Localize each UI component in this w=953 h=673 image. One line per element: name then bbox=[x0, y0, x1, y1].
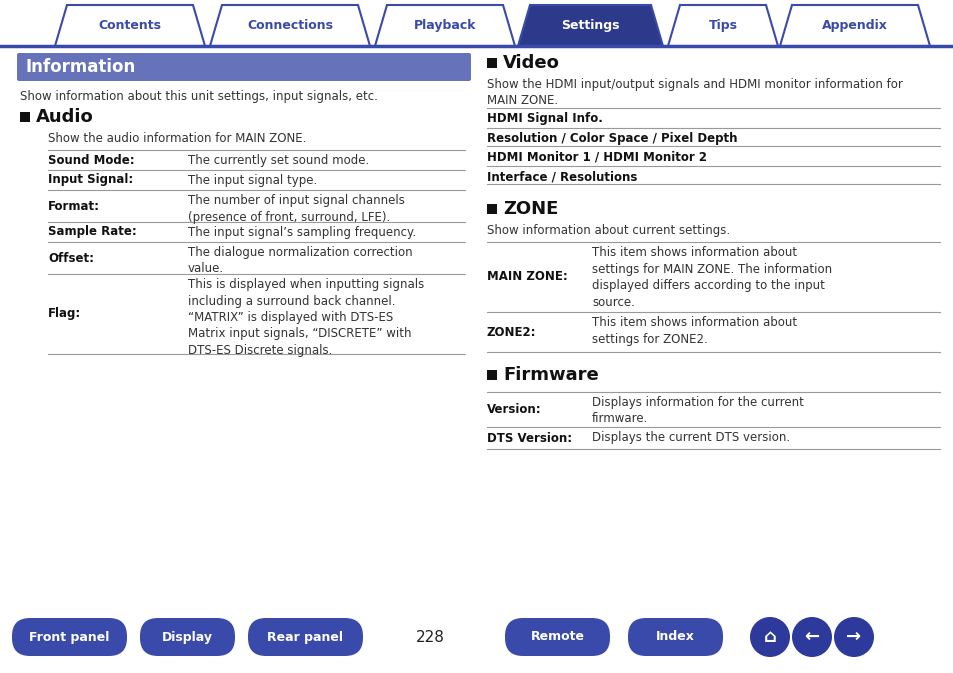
Text: Playback: Playback bbox=[414, 19, 476, 32]
Text: Display: Display bbox=[162, 631, 213, 643]
Text: HDMI Monitor 1 / HDMI Monitor 2: HDMI Monitor 1 / HDMI Monitor 2 bbox=[486, 150, 706, 163]
Polygon shape bbox=[780, 5, 929, 46]
Bar bbox=[486, 370, 497, 380]
Text: The number of input signal channels
(presence of front, surround, LFE).: The number of input signal channels (pre… bbox=[188, 194, 404, 223]
Text: The dialogue normalization correction
value.: The dialogue normalization correction va… bbox=[188, 246, 413, 275]
Text: ZONE2:: ZONE2: bbox=[486, 326, 536, 339]
Circle shape bbox=[833, 617, 873, 657]
FancyBboxPatch shape bbox=[140, 618, 234, 656]
Text: Appendix: Appendix bbox=[821, 19, 887, 32]
Text: Format:: Format: bbox=[48, 199, 100, 213]
Text: This item shows information about
settings for MAIN ZONE. The information
displa: This item shows information about settin… bbox=[592, 246, 831, 308]
Text: HDMI Signal Info.: HDMI Signal Info. bbox=[486, 112, 602, 125]
Text: Resolution / Color Space / Pixel Depth: Resolution / Color Space / Pixel Depth bbox=[486, 132, 737, 145]
Text: MAIN ZONE:: MAIN ZONE: bbox=[486, 271, 567, 283]
FancyBboxPatch shape bbox=[17, 53, 471, 81]
Text: The currently set sound mode.: The currently set sound mode. bbox=[188, 154, 369, 167]
Text: →: → bbox=[845, 628, 861, 646]
Text: The input signal type.: The input signal type. bbox=[188, 174, 317, 187]
Polygon shape bbox=[375, 5, 515, 46]
Text: Firmware: Firmware bbox=[502, 366, 598, 384]
Text: Remote: Remote bbox=[530, 631, 584, 643]
Polygon shape bbox=[210, 5, 370, 46]
FancyBboxPatch shape bbox=[12, 618, 127, 656]
Polygon shape bbox=[517, 5, 662, 46]
Text: Video: Video bbox=[502, 54, 559, 72]
FancyBboxPatch shape bbox=[627, 618, 722, 656]
Text: Information: Information bbox=[26, 58, 136, 76]
Text: Version:: Version: bbox=[486, 403, 541, 416]
Text: Rear panel: Rear panel bbox=[267, 631, 343, 643]
Text: Audio: Audio bbox=[36, 108, 93, 126]
Text: Flag:: Flag: bbox=[48, 308, 81, 320]
Polygon shape bbox=[667, 5, 778, 46]
Text: ZONE: ZONE bbox=[502, 200, 558, 218]
Text: This item shows information about
settings for ZONE2.: This item shows information about settin… bbox=[592, 316, 797, 345]
Text: DTS Version:: DTS Version: bbox=[486, 431, 572, 444]
Bar bbox=[20, 112, 30, 122]
Text: Show information about current settings.: Show information about current settings. bbox=[486, 224, 729, 237]
Circle shape bbox=[749, 617, 789, 657]
Text: Interface / Resolutions: Interface / Resolutions bbox=[486, 170, 637, 183]
Text: Sample Rate:: Sample Rate: bbox=[48, 225, 136, 238]
Text: Index: Index bbox=[656, 631, 694, 643]
Bar bbox=[486, 58, 497, 68]
Polygon shape bbox=[55, 5, 205, 46]
Text: Tips: Tips bbox=[708, 19, 737, 32]
Text: The input signal’s sampling frequency.: The input signal’s sampling frequency. bbox=[188, 226, 416, 239]
FancyBboxPatch shape bbox=[248, 618, 363, 656]
Text: ←: ← bbox=[803, 628, 819, 646]
Circle shape bbox=[791, 617, 831, 657]
Text: Contents: Contents bbox=[98, 19, 161, 32]
Text: Offset:: Offset: bbox=[48, 252, 94, 264]
Text: This is displayed when inputting signals
including a surround back channel.
“MAT: This is displayed when inputting signals… bbox=[188, 278, 424, 357]
Text: Connections: Connections bbox=[247, 19, 333, 32]
Text: Displays information for the current
firmware.: Displays information for the current fir… bbox=[592, 396, 803, 425]
Text: Sound Mode:: Sound Mode: bbox=[48, 153, 134, 166]
Text: Show the HDMI input/output signals and HDMI monitor information for
MAIN ZONE.: Show the HDMI input/output signals and H… bbox=[486, 78, 902, 108]
Text: Front panel: Front panel bbox=[30, 631, 110, 643]
Text: 228: 228 bbox=[416, 629, 444, 645]
Text: Show the audio information for MAIN ZONE.: Show the audio information for MAIN ZONE… bbox=[48, 132, 306, 145]
Text: Displays the current DTS version.: Displays the current DTS version. bbox=[592, 431, 789, 444]
Text: Show information about this unit settings, input signals, etc.: Show information about this unit setting… bbox=[20, 90, 377, 103]
Text: Settings: Settings bbox=[560, 19, 619, 32]
Text: Input Signal:: Input Signal: bbox=[48, 174, 133, 186]
FancyBboxPatch shape bbox=[504, 618, 609, 656]
Text: ⌂: ⌂ bbox=[762, 628, 776, 646]
Bar bbox=[486, 204, 497, 214]
